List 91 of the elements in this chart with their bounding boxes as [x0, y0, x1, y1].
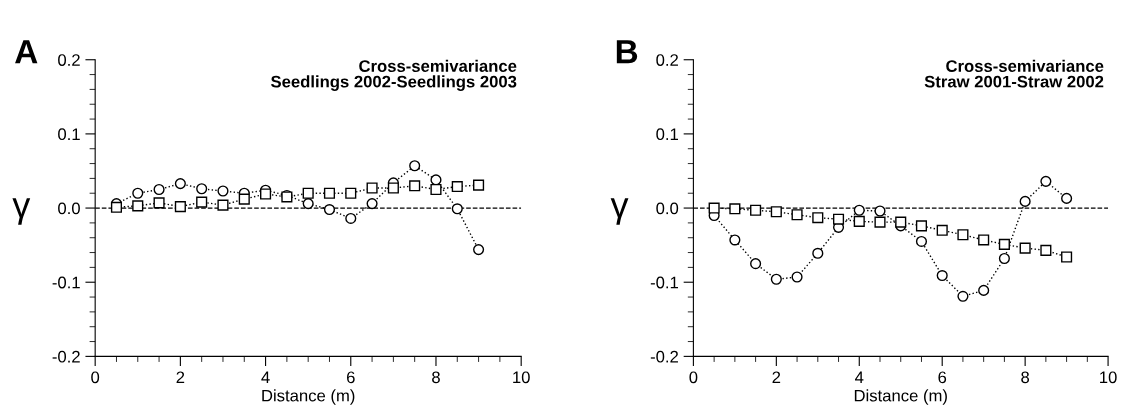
y-tick-label: -0.2 [52, 350, 80, 363]
point [708, 202, 720, 214]
point [812, 247, 824, 259]
x-tick-label: 8 [432, 371, 440, 384]
x-tick-label: 4 [855, 371, 864, 384]
point [750, 204, 762, 216]
point [409, 180, 421, 192]
x-tick-label: 8 [1021, 371, 1030, 384]
point [874, 216, 886, 228]
point [238, 193, 250, 205]
point [217, 199, 229, 211]
point [978, 234, 990, 246]
y-tick-label: 0.2 [656, 54, 678, 66]
point [132, 187, 144, 199]
point [957, 229, 969, 241]
point [153, 197, 165, 209]
point [853, 204, 865, 216]
point [957, 290, 969, 302]
x-tick-label: 10 [513, 371, 530, 384]
point [729, 234, 741, 246]
point [302, 187, 314, 199]
point [915, 220, 928, 232]
chart-title: Cross-semivariance Seedlings 2002-Seedlings 2003 [271, 59, 517, 91]
y-axis-title: γ [12, 198, 31, 225]
text: B [616, 40, 638, 64]
point [430, 183, 442, 196]
point [323, 203, 336, 216]
point [936, 269, 948, 282]
point [153, 183, 165, 196]
point [409, 160, 421, 172]
y-tick-label: -0.1 [650, 276, 678, 289]
point [770, 206, 782, 218]
point [1019, 242, 1031, 254]
point [345, 187, 357, 199]
y-tick-label: 0.1 [656, 128, 678, 141]
point [196, 183, 208, 195]
text: A [15, 40, 38, 64]
x-axis-title: Distance (m) [854, 389, 947, 405]
y-tick-label: -0.1 [52, 276, 80, 289]
point [473, 244, 485, 256]
y-tick-label: 0.1 [58, 128, 80, 141]
point [791, 271, 803, 283]
point [473, 179, 485, 191]
point [936, 224, 948, 236]
point [174, 178, 186, 190]
point [323, 187, 336, 199]
x-axis-title: Distance (m) [262, 389, 355, 405]
point [451, 203, 463, 215]
point [1061, 251, 1073, 263]
y-tick-label: -0.2 [650, 350, 678, 363]
x-tick-label: 0 [91, 371, 100, 384]
point [791, 209, 803, 221]
point [174, 201, 186, 213]
x-tick-label: 4 [261, 371, 270, 384]
point [1061, 192, 1073, 204]
point [1019, 195, 1031, 207]
x-tick-label: 2 [176, 371, 185, 384]
point [217, 185, 229, 197]
point [260, 188, 272, 200]
point [729, 203, 741, 215]
point [998, 238, 1010, 250]
y-axis-title: γ [610, 198, 629, 225]
point [832, 213, 845, 225]
point [345, 212, 357, 224]
y-tick-label: 0.0 [656, 202, 679, 215]
point [978, 284, 990, 296]
point [915, 235, 928, 247]
y-tick-label: 0.0 [58, 202, 80, 215]
point [196, 196, 208, 208]
point [1040, 175, 1052, 187]
point [998, 252, 1010, 265]
x-tick-label: 0 [689, 371, 698, 384]
x-tick-label: 2 [772, 371, 781, 384]
point [853, 215, 865, 227]
point [895, 216, 907, 228]
point [132, 200, 144, 212]
point [750, 258, 762, 270]
point [770, 273, 782, 285]
x-tick-label: 6 [346, 371, 355, 384]
point [366, 182, 378, 194]
point [451, 180, 463, 193]
point [874, 205, 886, 217]
x-tick-label: 6 [938, 371, 947, 384]
x-tick-label: 10 [1100, 371, 1117, 384]
point [1040, 244, 1052, 256]
point [302, 198, 314, 210]
point [387, 182, 399, 194]
point [366, 198, 378, 210]
chart-title: Cross-semivariance Straw 2001-Straw 2002 [924, 59, 1104, 88]
y-tick-label: 0.2 [58, 54, 80, 66]
point [812, 212, 824, 224]
